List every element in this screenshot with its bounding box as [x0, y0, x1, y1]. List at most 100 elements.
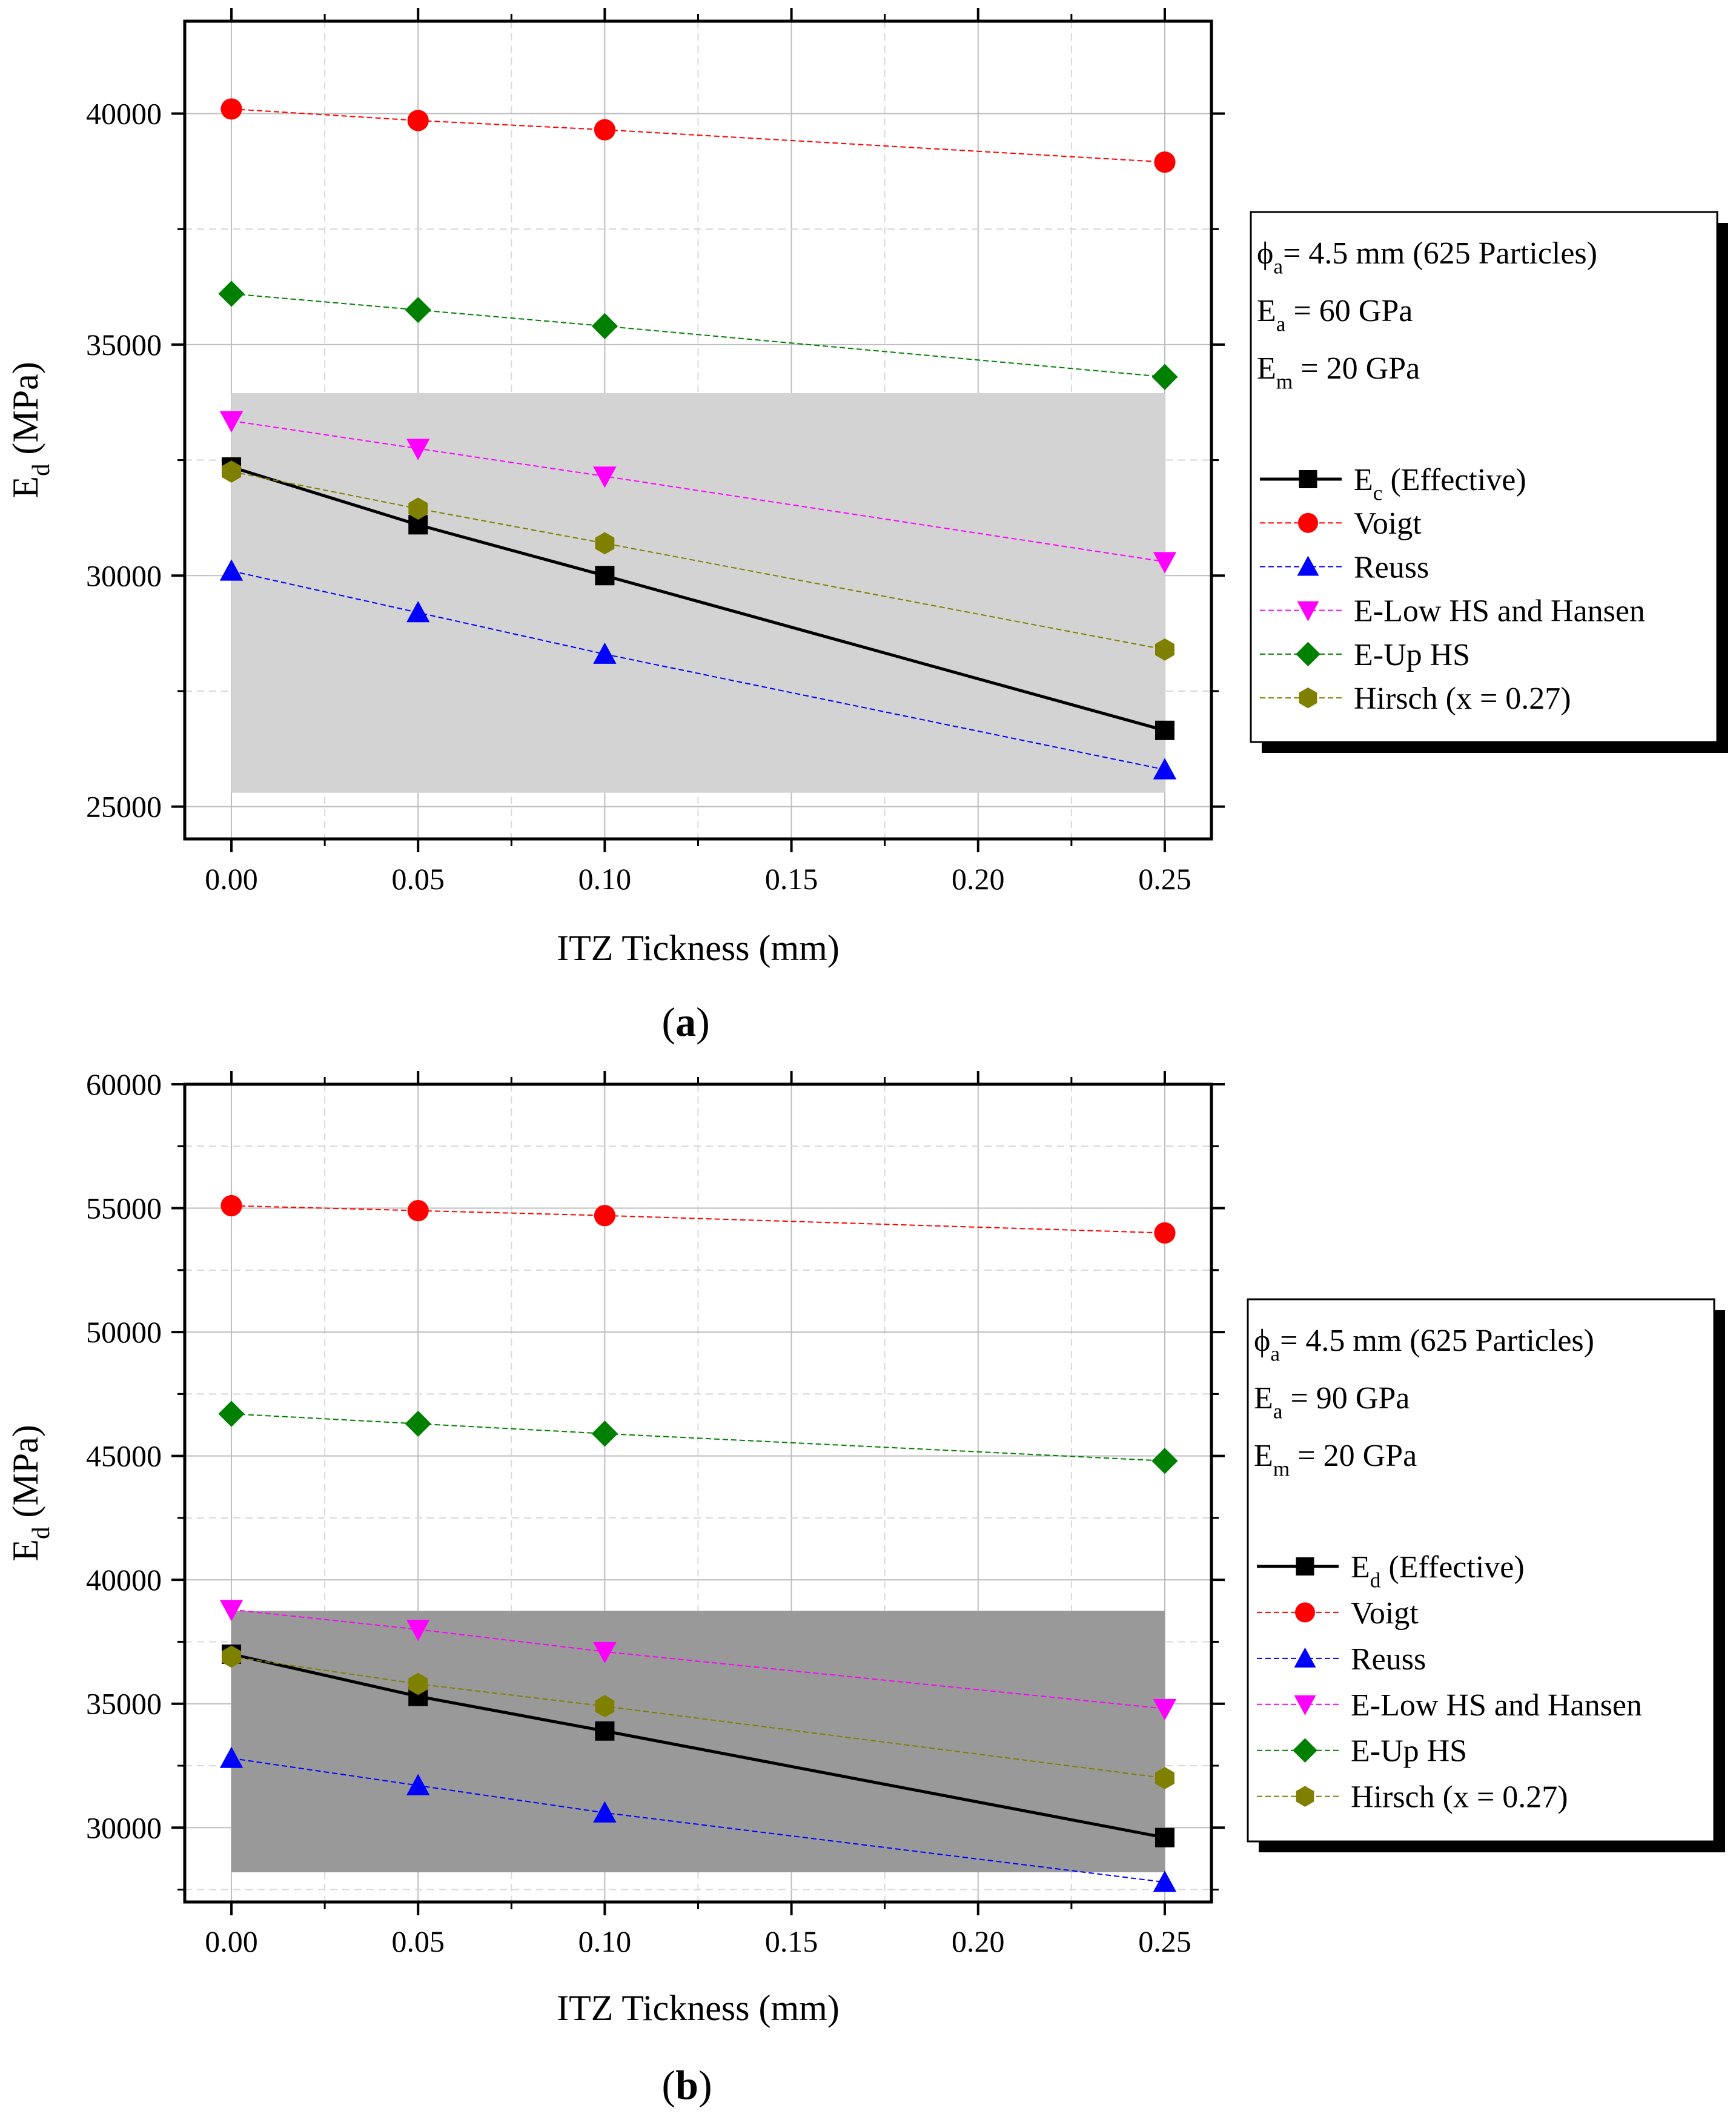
panel-label-letter: a [675, 999, 696, 1045]
data-point-series-2 [593, 1801, 617, 1823]
legend-label-0-sub: c [1373, 481, 1383, 505]
series-line-0 [231, 1652, 1165, 1840]
legend-label-4-main: E-Up HS [1354, 638, 1470, 672]
legend-marker-4 [1296, 641, 1320, 667]
series-line-1 [231, 1205, 1165, 1234]
x-tick-label: 0.20 [952, 862, 1005, 896]
legend-marker-2 [1297, 555, 1319, 576]
x-tick-label: 0.20 [952, 1924, 1005, 1958]
y-axis-label-group: Ed (MPa) [5, 362, 55, 498]
legend-marker-1 [1295, 1602, 1315, 1623]
legend-annotation-rest: = 90 GPa [1282, 1381, 1410, 1416]
legend: ϕa= 4.5 mm (625 Particles) Ea = 60 GPa Em … [1250, 211, 1728, 753]
panel-label-letter: b [675, 2062, 698, 2108]
y-tick-label: 40000 [86, 1563, 162, 1597]
data-point-series-4 [1151, 363, 1178, 390]
data-point-series-4 [405, 297, 431, 323]
data-point-series-1 [594, 1205, 616, 1227]
data-point-series-5 [595, 532, 615, 555]
data-point-series-0 [1155, 1827, 1174, 1847]
data-point-series-1 [1154, 151, 1176, 173]
x-tick-label: 0.00 [205, 862, 258, 896]
legend-annotation-sub: a [1273, 254, 1283, 279]
panel-label-close: ) [698, 2062, 712, 2108]
data-point-series-3 [1153, 552, 1177, 574]
legend-annotation: Ea = 60 GPa [1257, 294, 1413, 336]
legend-label-2: Reuss [1354, 550, 1429, 585]
legend-label-2-main: Reuss [1351, 1642, 1426, 1677]
y-tick-label: 30000 [86, 558, 162, 592]
legend-label-3: E-Low HS and Hansen [1354, 594, 1645, 629]
legend-annotation-main: E [1254, 1439, 1273, 1473]
legend-label-0: Ed (Effective) [1351, 1550, 1525, 1592]
data-point-series-3 [219, 411, 244, 432]
series-line-5 [231, 1656, 1165, 1779]
legend-annotation-main: ϕ [1254, 1324, 1270, 1358]
legend-annotation-main: E [1257, 351, 1276, 386]
data-point-series-4 [591, 1420, 618, 1447]
legend-label-2-main: Reuss [1354, 550, 1429, 585]
legend-label-3: E-Low HS and Hansen [1351, 1688, 1642, 1723]
legend-marker-3 [1297, 601, 1319, 621]
legend-box [1247, 1298, 1715, 1843]
y-axis-label-main: E [5, 476, 45, 499]
legend-label-0-rest: (Effective) [1382, 463, 1526, 497]
x-tick-label: 0.25 [1138, 862, 1191, 896]
legend-label-5: Hirsch (x = 0.27) [1351, 1780, 1568, 1815]
y-tick-label: 25000 [86, 790, 162, 824]
legend-annotation-main: ϕ [1257, 236, 1273, 271]
data-point-series-4 [405, 1410, 431, 1437]
series-line-3 [231, 1609, 1165, 1709]
legend-annotation-main: E [1257, 294, 1276, 328]
legend-marker-0 [1296, 1557, 1314, 1576]
data-point-series-3 [219, 1600, 244, 1622]
x-tick-label: 0.25 [1138, 1924, 1191, 1958]
y-axis-label: Ed (MPa) [5, 362, 55, 498]
data-point-series-5 [1155, 1767, 1174, 1789]
data-point-series-2 [1153, 1870, 1177, 1892]
legend-label-5: Hirsch (x = 0.27) [1354, 681, 1571, 716]
legend-annotation: ϕa= 4.5 mm (625 Particles) [1257, 236, 1597, 279]
x-tick-label: 0.10 [578, 1924, 632, 1958]
x-axis-label: ITZ Tickness (mm) [557, 1988, 840, 2028]
legend-annotation-sub: m [1273, 1457, 1290, 1481]
x-tick-label: 0.10 [578, 862, 632, 896]
series-line-4 [231, 1413, 1165, 1462]
data-point-series-2 [593, 642, 617, 664]
legend-marker-3 [1294, 1695, 1316, 1715]
y-axis-label-rest: (MPa) [5, 1425, 45, 1526]
data-point-series-2 [406, 601, 430, 623]
data-point-series-4 [1151, 1448, 1178, 1474]
legend-annotation: Ea = 90 GPa [1254, 1381, 1410, 1423]
legend-marker-1 [1298, 512, 1318, 533]
data-point-series-4 [218, 1400, 245, 1427]
data-point-series-1 [220, 1195, 242, 1217]
data-point-series-2 [1153, 758, 1177, 780]
y-tick-label: 60000 [86, 1067, 162, 1101]
data-point-series-3 [593, 466, 617, 488]
data-point-series-2 [406, 1774, 430, 1795]
y-axis-label-main: E [5, 1539, 45, 1562]
y-tick-label: 35000 [86, 1687, 162, 1721]
legend-annotation: Em = 20 GPa [1257, 351, 1420, 394]
legend-label-1: Voigt [1351, 1596, 1419, 1631]
series-line-5 [231, 471, 1165, 651]
y-axis-label-group: Ed (MPa) [5, 1425, 55, 1561]
x-tick-label: 0.05 [391, 862, 445, 896]
legend-marker-2 [1294, 1647, 1316, 1668]
y-tick-label: 30000 [86, 1811, 162, 1844]
legend-label-1-main: Voigt [1351, 1596, 1419, 1631]
legend-label-0-rest: (Effective) [1380, 1550, 1524, 1585]
legend-annotation-main: E [1254, 1381, 1273, 1416]
x-tick-label: 0.00 [205, 1924, 258, 1958]
data-point-series-2 [219, 559, 244, 581]
data-point-series-1 [407, 1200, 429, 1222]
data-point-series-5 [222, 1645, 241, 1668]
panel-label: (a) [662, 999, 710, 1045]
legend-label-5-main: Hirsch (x = 0.27) [1351, 1780, 1568, 1815]
data-point-series-0 [1155, 720, 1174, 740]
data-point-series-1 [407, 110, 429, 131]
y-axis-label-sub: d [27, 1527, 55, 1539]
legend-label-0-main: E [1354, 463, 1373, 497]
